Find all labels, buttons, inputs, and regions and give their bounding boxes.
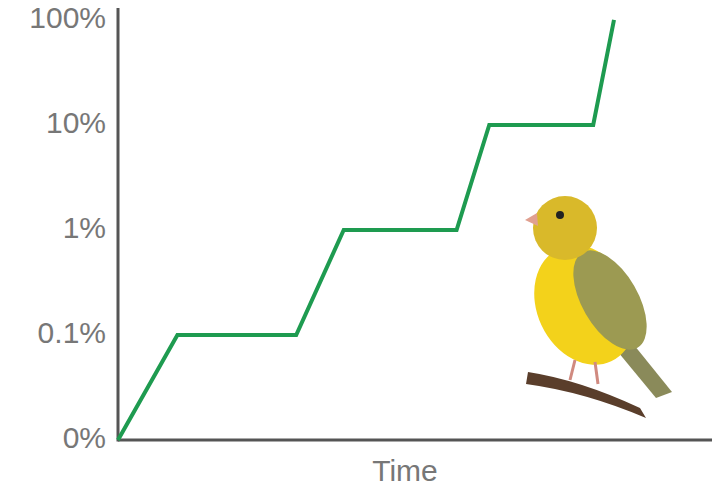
beak (525, 213, 538, 226)
y-tick-label: 10% (46, 106, 106, 139)
branch (526, 372, 646, 418)
legs (570, 360, 598, 384)
x-axis-title: Time (372, 454, 438, 487)
y-tick-label: 1% (63, 211, 106, 244)
x-axis (118, 439, 712, 442)
y-tick-label: 0% (63, 421, 106, 454)
eye (556, 211, 564, 219)
plot-area (118, 20, 614, 440)
head (533, 196, 597, 260)
y-axis (117, 8, 120, 442)
y-tick-label: 0.1% (38, 316, 106, 349)
y-tick-label: 100% (29, 1, 106, 34)
chart-container: 0% 0.1% 1% 10% 100% Time (0, 0, 714, 487)
data-line (118, 20, 614, 440)
chart: 0% 0.1% 1% 10% 100% Time (0, 0, 714, 487)
canary-illustration (515, 196, 672, 418)
